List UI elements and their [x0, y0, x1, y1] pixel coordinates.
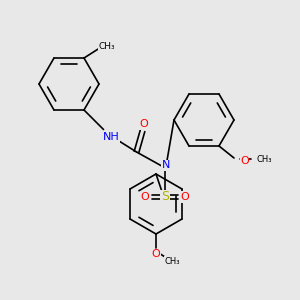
Text: CH₃: CH₃: [256, 155, 272, 164]
Text: O: O: [181, 192, 190, 202]
Text: O: O: [140, 119, 148, 129]
Text: CH₃: CH₃: [165, 256, 180, 266]
Text: O: O: [140, 192, 149, 202]
Text: O: O: [240, 156, 249, 166]
Text: O: O: [152, 249, 160, 259]
Text: CH₃: CH₃: [99, 41, 116, 50]
Text: S: S: [161, 190, 169, 203]
Text: N: N: [162, 160, 170, 170]
Text: NH: NH: [103, 132, 119, 142]
